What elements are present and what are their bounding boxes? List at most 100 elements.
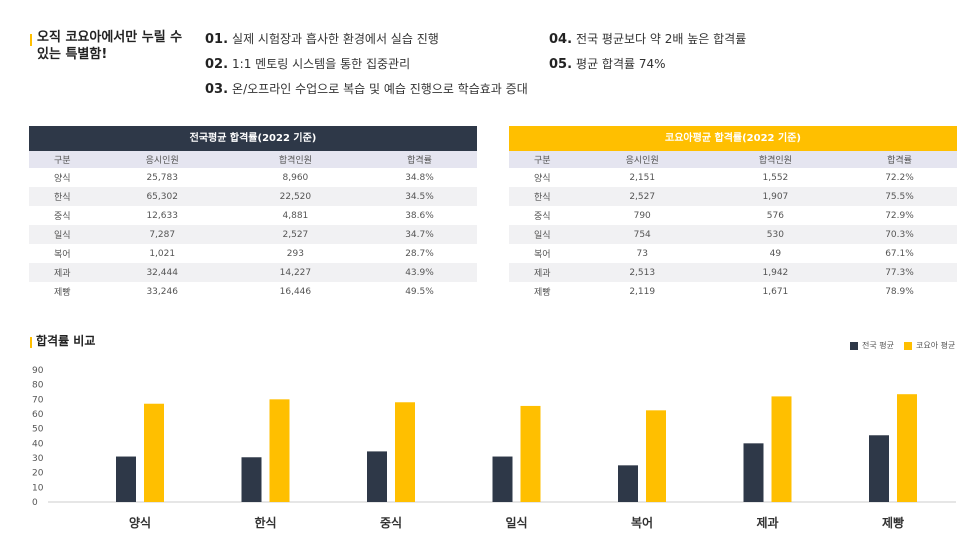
table-cell: 75.5% bbox=[842, 187, 957, 206]
feature-item: 03. 온/오프라인 수업으로 복습 및 예습 진행으로 학습효과 증대 bbox=[205, 80, 528, 97]
koyoa-table-caption: 코요아평균 합격률(2022 기준) bbox=[509, 126, 957, 151]
bar-koyoa bbox=[520, 405, 541, 502]
feature-text: 1:1 멘토링 시스템을 통한 집중관리 bbox=[232, 57, 411, 71]
bar-national bbox=[743, 443, 764, 502]
column-header: 구분 bbox=[29, 151, 96, 168]
y-tick-label: 70 bbox=[32, 395, 44, 405]
table-cell: 14,227 bbox=[228, 263, 362, 282]
chart-section-title: 합격률 비교 bbox=[36, 334, 96, 348]
table-cell: 49.5% bbox=[405, 286, 434, 297]
bar-koyoa bbox=[269, 399, 290, 502]
table-cell: 43.9% bbox=[362, 263, 477, 282]
x-category-label: 양식 bbox=[129, 515, 151, 530]
feature-text: 전국 평균보다 약 2배 높은 합격률 bbox=[576, 32, 747, 46]
table-cell: 2,513 bbox=[575, 263, 709, 282]
feature-text: 온/오프라인 수업으로 복습 및 예습 진행으로 학습효과 증대 bbox=[232, 82, 528, 96]
legend-item-national: 전국 평균 bbox=[850, 340, 894, 351]
table-cell: 293 bbox=[286, 248, 304, 259]
table-cell: 70.3% bbox=[842, 225, 957, 244]
table-cell: 1,942 bbox=[708, 263, 842, 282]
table-cell: 34.8% bbox=[405, 172, 434, 183]
table-cell: 제빵 bbox=[534, 288, 551, 298]
column-header: 합격인원 bbox=[228, 151, 362, 168]
table-cell: 34.7% bbox=[362, 225, 477, 244]
table-cell: 8,960 bbox=[282, 172, 309, 183]
table-cell: 제빵 bbox=[54, 288, 71, 298]
table-cell: 33,246 bbox=[146, 286, 178, 297]
y-tick-label: 20 bbox=[32, 469, 44, 479]
table-cell: 16,446 bbox=[279, 286, 312, 297]
table-row: 제과 2,513 1,942 77.3% bbox=[509, 263, 957, 282]
table-body: 양식 25,783 8,960 34.8% 한식 65,302 22,520 34.5% 중식 1… bbox=[29, 168, 477, 301]
table-cell: 2,527 bbox=[228, 225, 362, 244]
national-table-caption: 전국평균 합격률(2022 기준) bbox=[29, 126, 477, 151]
table-row: 제빵 2,119 1,671 78.9% bbox=[509, 282, 957, 301]
table-cell: 제과 bbox=[29, 263, 96, 282]
table-body: 양식 2,151 1,552 72.2% 한식 2,527 1,907 75.5% 중식 790 5… bbox=[509, 168, 957, 301]
bar-national bbox=[241, 457, 262, 502]
feature-item: 04. 전국 평균보다 약 2배 높은 합격률 bbox=[549, 30, 746, 47]
chart-legend: 전국 평균 코요아 평균 bbox=[850, 340, 965, 351]
table-cell: 중식 bbox=[54, 212, 71, 222]
x-category-label: 중식 bbox=[380, 515, 402, 530]
bar-national bbox=[492, 456, 513, 502]
x-category-label: 한식 bbox=[254, 515, 276, 530]
table-row: 복어 1,021 293 28.7% bbox=[29, 244, 477, 263]
x-category-label: 일식 bbox=[505, 515, 527, 530]
pass-rate-bar-chart: 0 10 20 30 40 50 60 70 80 90 양식 한식 중식 일식 복어 제과 제빵 bbox=[32, 366, 956, 530]
table-header-row: 구분 응시인원 합격인원 합격률 bbox=[29, 151, 477, 168]
x-category-label: 제빵 bbox=[882, 515, 904, 530]
x-category-label: 복어 bbox=[631, 515, 653, 530]
y-tick-label: 0 bbox=[32, 498, 38, 508]
table-row: 일식 754 530 70.3% bbox=[509, 225, 957, 244]
table-cell: 67.1% bbox=[885, 248, 914, 259]
feature-number: 04. bbox=[549, 32, 573, 47]
table-row: 일식 7,287 2,527 34.7% bbox=[29, 225, 477, 244]
table-cell: 65,302 bbox=[95, 187, 229, 206]
table-cell: 2,527 bbox=[575, 187, 709, 206]
table-cell: 754 bbox=[575, 225, 709, 244]
table-cell: 중식 bbox=[534, 212, 551, 222]
table-row: 제과 32,444 14,227 43.9% bbox=[29, 263, 477, 282]
table-header-row: 구분 응시인원 합격인원 합격률 bbox=[509, 151, 957, 168]
feature-number: 05. bbox=[549, 57, 573, 72]
table-row: 중식 12,633 4,881 38.6% bbox=[29, 206, 477, 225]
column-header: 합격인원 bbox=[708, 151, 842, 168]
feature-item: 01. 실제 시험장과 흡사한 환경에서 실습 진행 bbox=[205, 30, 439, 47]
table-cell: 530 bbox=[708, 225, 842, 244]
table-row: 복어 73 49 67.1% bbox=[509, 244, 957, 263]
table-row: 한식 2,527 1,907 75.5% bbox=[509, 187, 957, 206]
y-tick-label: 80 bbox=[32, 381, 44, 391]
table-cell: 양식 bbox=[534, 174, 551, 184]
national-average-table: 전국평균 합격률(2022 기준) 구분 응시인원 합격인원 합격률 양식 25,783… bbox=[29, 126, 477, 301]
column-header: 합격률 bbox=[362, 151, 477, 168]
table-cell: 25,783 bbox=[146, 172, 178, 183]
table-cell: 28.7% bbox=[405, 248, 434, 259]
table-cell: 38.6% bbox=[405, 210, 434, 221]
table-cell: 73 bbox=[636, 248, 648, 259]
table-cell: 복어 bbox=[54, 250, 71, 260]
legend-swatch bbox=[903, 341, 912, 350]
table-cell: 1,552 bbox=[762, 172, 789, 183]
table-cell: 12,633 bbox=[146, 210, 178, 221]
table-cell: 72.9% bbox=[885, 210, 914, 221]
bar-national bbox=[116, 456, 136, 502]
table-cell: 32,444 bbox=[95, 263, 229, 282]
table-cell: 1,671 bbox=[762, 286, 789, 297]
table-row: 한식 65,302 22,520 34.5% bbox=[29, 187, 477, 206]
bar-koyoa bbox=[395, 402, 415, 502]
table-cell: 34.5% bbox=[362, 187, 477, 206]
y-tick-label: 50 bbox=[32, 425, 44, 435]
legend-label: 전국 평균 bbox=[862, 341, 894, 350]
table-cell: 49 bbox=[769, 248, 782, 259]
table-cell: 제과 bbox=[509, 263, 576, 282]
y-tick-label: 90 bbox=[32, 366, 44, 376]
table-cell: 790 bbox=[633, 210, 651, 221]
column-header: 구분 bbox=[509, 151, 576, 168]
table-cell: 한식 bbox=[29, 187, 96, 206]
bar-koyoa bbox=[897, 394, 917, 502]
legend-item-koyoa: 코요아 평균 bbox=[903, 340, 955, 351]
intro-accent-bar bbox=[30, 34, 32, 46]
column-header: 응시인원 bbox=[95, 151, 229, 168]
table-cell: 2,119 bbox=[629, 286, 656, 297]
